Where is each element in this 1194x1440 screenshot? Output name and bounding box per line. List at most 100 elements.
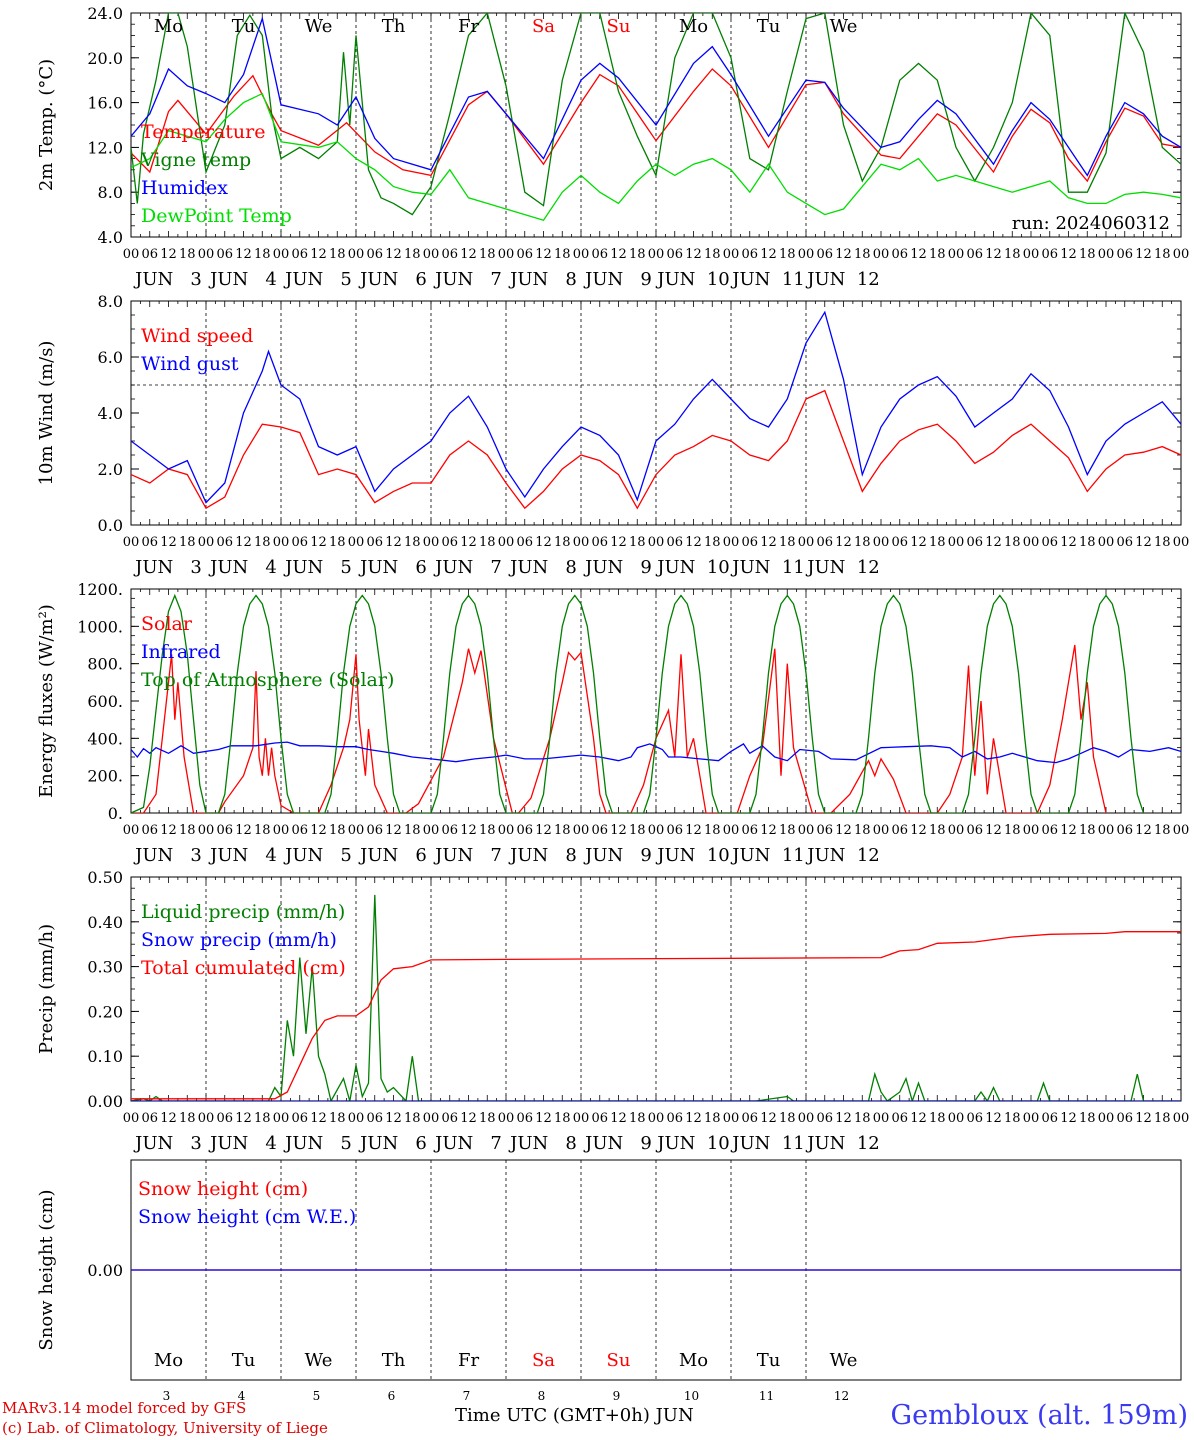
date-tick-label: JUN 4 xyxy=(208,557,277,578)
y-tick-label: 20.0 xyxy=(87,49,123,68)
hour-tick-label: 06 xyxy=(666,535,683,550)
hour-tick-label: 18 xyxy=(479,535,496,550)
hour-tick-label: 18 xyxy=(929,1111,946,1126)
y-axis-title: 10m Wind (m/s) xyxy=(36,341,57,486)
day-name-label: Th xyxy=(382,1350,406,1371)
hour-tick-label: 06 xyxy=(1041,1111,1058,1126)
hour-tick-label: 06 xyxy=(366,823,383,838)
hour-tick-label: 18 xyxy=(1004,1111,1021,1126)
dewpoint-temp-line xyxy=(131,92,1181,221)
hour-tick-label: 06 xyxy=(891,247,908,262)
hour-tick-label: 06 xyxy=(1116,1111,1133,1126)
hour-tick-label: 06 xyxy=(816,1111,833,1126)
hour-tick-label: 18 xyxy=(254,247,271,262)
day-name-label: Tu xyxy=(232,16,256,37)
hour-tick-label: 18 xyxy=(554,823,571,838)
hour-tick-label: 18 xyxy=(1154,535,1171,550)
hour-tick-label: 06 xyxy=(441,535,458,550)
hour-tick-label: 12 xyxy=(985,1111,1002,1126)
date-tick-label: JUN 4 xyxy=(208,1133,277,1154)
day-name-label: Mo xyxy=(154,1350,183,1371)
hour-tick-label: 12 xyxy=(460,823,477,838)
y-tick-label: 600. xyxy=(87,692,123,711)
hour-tick-label: 00 xyxy=(348,1111,365,1126)
hour-tick-label: 18 xyxy=(329,823,346,838)
vigne-temp-legend: Vigne temp xyxy=(140,149,251,171)
y-tick-label: 2.0 xyxy=(98,460,123,479)
y-tick-label: 0.20 xyxy=(87,1002,123,1021)
hour-tick-label: 18 xyxy=(779,247,796,262)
hour-tick-label: 18 xyxy=(554,1111,571,1126)
hour-tick-label: 12 xyxy=(460,535,477,550)
hour-tick-label: 06 xyxy=(891,535,908,550)
hour-tick-label: 18 xyxy=(329,247,346,262)
date-tick-label: JUN 11 xyxy=(730,269,804,290)
hour-tick-label: 12 xyxy=(610,247,627,262)
y-tick-label: 0.40 xyxy=(87,913,123,932)
date-tick-label: JUN 9 xyxy=(583,557,652,578)
day-number-label: 9 xyxy=(613,1389,621,1403)
hour-tick-label: 06 xyxy=(1041,823,1058,838)
hour-tick-label: 00 xyxy=(798,247,815,262)
hour-tick-label: 18 xyxy=(1004,535,1021,550)
hour-tick-label: 18 xyxy=(1079,247,1096,262)
hour-tick-label: 12 xyxy=(535,1111,552,1126)
hour-tick-label: 12 xyxy=(535,823,552,838)
hour-tick-label: 12 xyxy=(910,247,927,262)
hour-tick-label: 12 xyxy=(985,823,1002,838)
date-tick-label: JUN 8 xyxy=(508,845,577,866)
hour-tick-label: 06 xyxy=(741,247,758,262)
date-tick-label: JUN 6 xyxy=(358,269,427,290)
hour-tick-label: 06 xyxy=(741,535,758,550)
hour-tick-label: 12 xyxy=(535,535,552,550)
hour-tick-label: 18 xyxy=(179,247,196,262)
day-number-label: 5 xyxy=(313,1389,321,1403)
snow-height-cm-w-e-legend: Snow height (cm W.E.) xyxy=(138,1206,356,1228)
hour-tick-label: 18 xyxy=(1004,247,1021,262)
hour-tick-label: 00 xyxy=(798,535,815,550)
y-tick-label: 0.0 xyxy=(98,516,123,535)
hour-tick-label: 06 xyxy=(291,1111,308,1126)
x-axis-title: Time UTC (GMT+0h) JUN xyxy=(455,1405,694,1426)
hour-tick-label: 12 xyxy=(385,247,402,262)
y-axis-title: Precip (mm/h) xyxy=(36,924,57,1054)
hour-tick-label: 00 xyxy=(1173,535,1190,550)
date-tick-label: JUN 7 xyxy=(433,557,502,578)
hour-tick-label: 00 xyxy=(348,823,365,838)
hour-tick-label: 06 xyxy=(966,1111,983,1126)
day-name-label: Su xyxy=(607,1350,631,1371)
hour-tick-label: 00 xyxy=(873,823,890,838)
station-name: Gembloux (alt. 159m) xyxy=(890,1400,1188,1431)
day-name-label: Mo xyxy=(679,16,708,37)
date-tick-label: JUN 6 xyxy=(358,845,427,866)
wind-speed-legend: Wind speed xyxy=(141,325,253,347)
top-of-atmosphere-solar-legend: Top of Atmosphere (Solar) xyxy=(141,669,394,691)
humidex-legend: Humidex xyxy=(141,177,228,199)
day-number-label: 11 xyxy=(759,1389,774,1403)
date-tick-label: JUN 4 xyxy=(208,269,277,290)
hour-tick-label: 12 xyxy=(685,247,702,262)
day-name-label: Su xyxy=(607,16,631,37)
y-axis-title: Energy fluxes (W/m²) xyxy=(36,604,57,798)
hour-tick-label: 12 xyxy=(310,535,327,550)
hour-tick-label: 06 xyxy=(141,247,158,262)
date-tick-label: JUN 3 xyxy=(133,269,202,290)
hour-tick-label: 06 xyxy=(666,247,683,262)
hour-tick-label: 00 xyxy=(273,1111,290,1126)
hour-tick-label: 06 xyxy=(741,1111,758,1126)
hour-tick-label: 12 xyxy=(760,247,777,262)
hour-tick-label: 06 xyxy=(441,823,458,838)
y-tick-label: 0.10 xyxy=(87,1047,123,1066)
hour-tick-label: 06 xyxy=(1041,247,1058,262)
hour-tick-label: 18 xyxy=(554,535,571,550)
y-tick-label: 0.00 xyxy=(87,1092,123,1111)
hour-tick-label: 18 xyxy=(404,535,421,550)
date-tick-label: JUN 9 xyxy=(583,845,652,866)
date-tick-label: JUN 7 xyxy=(433,1133,502,1154)
date-tick-label: JUN 6 xyxy=(358,557,427,578)
hour-tick-label: 18 xyxy=(479,1111,496,1126)
hour-tick-label: 18 xyxy=(404,1111,421,1126)
hour-tick-label: 00 xyxy=(1173,1111,1190,1126)
date-tick-label: JUN 8 xyxy=(508,269,577,290)
hour-tick-label: 18 xyxy=(404,247,421,262)
